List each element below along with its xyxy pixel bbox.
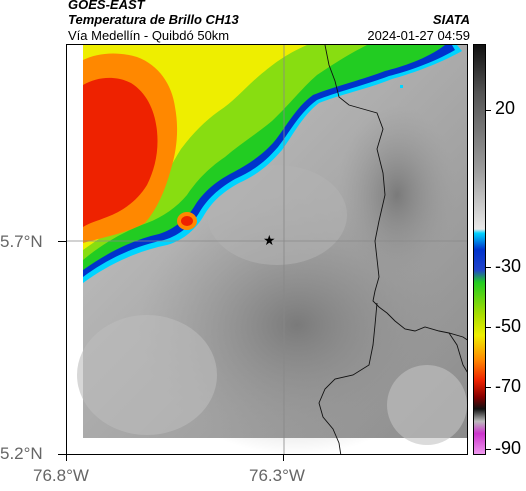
map-panel[interactable]: ★ bbox=[66, 44, 468, 455]
colorbar-tick: -30 bbox=[495, 256, 522, 276]
colorbar bbox=[473, 44, 486, 455]
lon-tick: 76.3°W bbox=[249, 466, 305, 485]
satellite-title: GOES-EAST bbox=[68, 0, 145, 12]
colorbar-tick-mark bbox=[486, 267, 491, 268]
colorbar-tick-mark bbox=[486, 110, 491, 111]
colorbar-tick: -50 bbox=[495, 316, 522, 336]
colorbar-tick-mark bbox=[486, 327, 491, 328]
lat-tick-mark bbox=[58, 241, 66, 242]
lon-tick-mark bbox=[66, 455, 67, 461]
colorbar-tick: -90 bbox=[495, 438, 522, 458]
border-line bbox=[318, 302, 378, 454]
lat-tick: 5.7°N bbox=[0, 232, 43, 251]
lon-tick: 76.8°W bbox=[33, 466, 89, 485]
satellite-image: ★ bbox=[67, 45, 467, 454]
region-subtitle: Vía Medellín - Quibdó 50km bbox=[68, 28, 230, 43]
colorbar-tick-mark bbox=[486, 449, 491, 450]
star-marker: ★ bbox=[263, 233, 276, 249]
organization-label: SIATA bbox=[432, 12, 470, 27]
timestamp: 2024-01-27 04:59 bbox=[367, 28, 470, 43]
colorbar-tick: -70 bbox=[495, 376, 522, 396]
border-line bbox=[324, 45, 467, 341]
colorbar-tick-mark bbox=[486, 387, 491, 388]
colorbar-tick: 20 bbox=[495, 98, 516, 118]
border-line bbox=[448, 332, 467, 373]
lat-tick-mark bbox=[58, 454, 66, 455]
product-title: Temperatura de Brillo CH13 bbox=[68, 12, 239, 27]
lon-tick-mark bbox=[283, 455, 284, 461]
lat-tick: 5.2°N bbox=[0, 444, 43, 463]
